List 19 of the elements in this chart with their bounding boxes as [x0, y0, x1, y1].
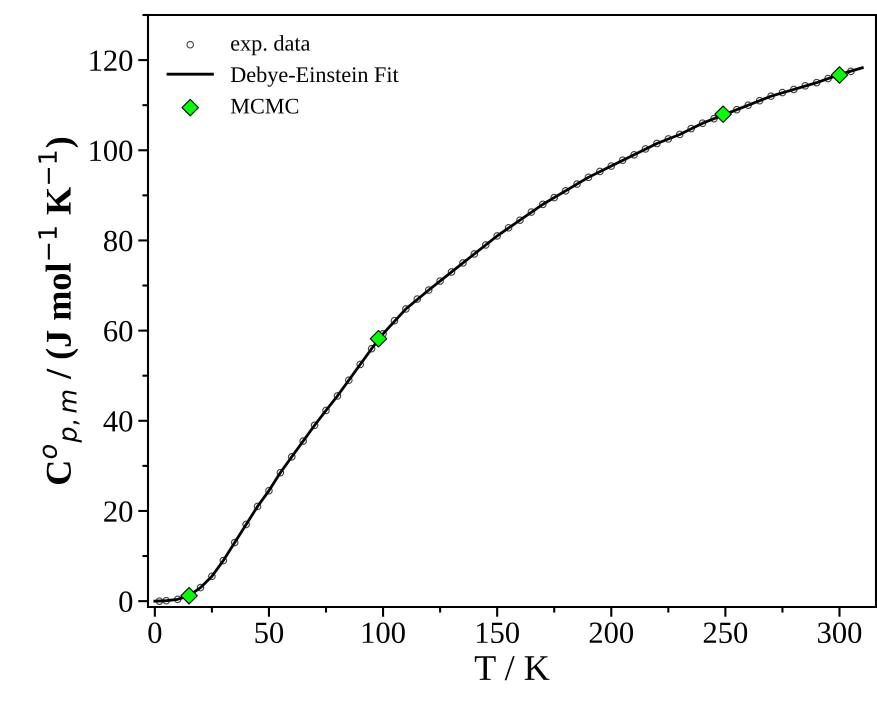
y-tick-label: 20: [104, 501, 132, 522]
y-tick-label: 0: [119, 591, 132, 612]
x-axis-title: T / K: [474, 656, 550, 680]
y-tick-label: 120: [90, 50, 132, 71]
legend-label: Debye-Einstein Fit: [230, 66, 399, 87]
y-tick-label: 60: [104, 320, 132, 342]
y-tick-label: 100: [90, 140, 132, 162]
y-tick-label: 80: [104, 230, 132, 252]
y-axis-title: C$^{o}$$_{p,m}$ / (J mol$^{−1}$ K$^{−1}$): [38, 138, 82, 484]
y-tick-label: 40: [103, 411, 132, 432]
x-tick-label: 0: [148, 622, 162, 644]
x-tick-label: 250: [704, 622, 748, 644]
x-tick-label: 50: [255, 622, 284, 644]
legend-label: MCMC: [230, 98, 298, 114]
legend-label: exp. data: [231, 35, 310, 56]
x-tick-label: 200: [590, 622, 634, 644]
x-tick-label: 100: [362, 622, 405, 644]
x-tick-label: 300: [818, 622, 862, 644]
x-tick-label: 150: [476, 622, 519, 644]
